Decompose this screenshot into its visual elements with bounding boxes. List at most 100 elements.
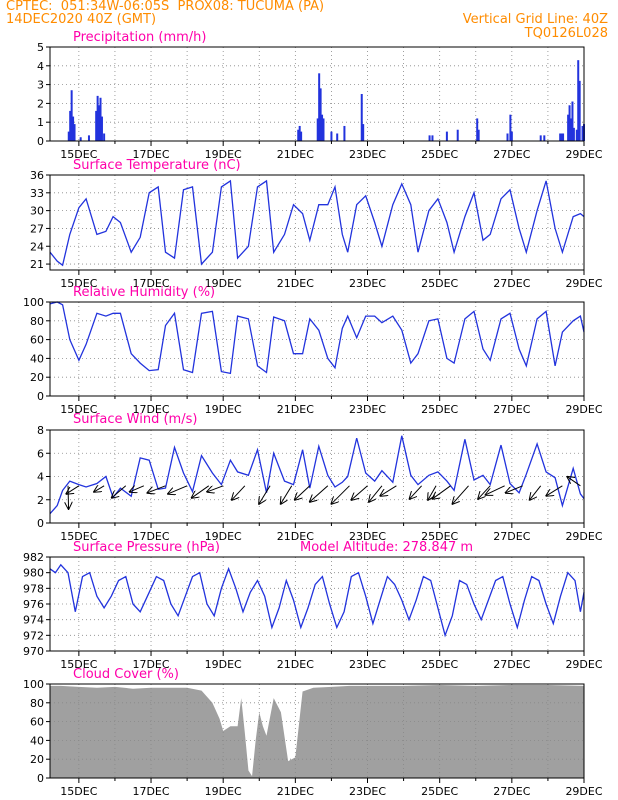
header-date: 14DEC2020 40Z (GMT): [6, 12, 157, 27]
x-tick-label: 27DEC: [493, 658, 530, 671]
y-tick-label: 2: [37, 97, 44, 110]
wind-vector-arrow: [295, 485, 311, 500]
y-tick-label: 982: [23, 551, 44, 564]
y-tick-label: 2: [37, 494, 44, 507]
panel-title: Precipitation (mm/h): [73, 30, 206, 45]
precip-bar: [98, 105, 101, 141]
x-tick-label: 25DEC: [421, 658, 458, 671]
y-tick-label: 80: [30, 315, 44, 328]
precip-bar: [96, 95, 99, 141]
precip-bar: [510, 131, 513, 141]
y-tick-label: 30: [30, 205, 44, 218]
panel-frame: [49, 556, 585, 652]
y-tick-label: 978: [23, 582, 44, 595]
wind-vector-arrow: [66, 485, 80, 494]
wind-vector-arrow: [207, 485, 224, 492]
wind-vector-arrow: [352, 485, 368, 500]
precip-bar: [509, 114, 512, 141]
panel-frame: [49, 683, 585, 779]
precip-bar: [95, 110, 98, 141]
precip-bar: [297, 129, 300, 141]
precip-bar: [560, 133, 563, 141]
precip-bar: [330, 131, 333, 141]
precip-bar: [559, 133, 562, 141]
x-tick-label: 27DEC: [493, 785, 530, 798]
x-tick-label: 17DEC: [132, 658, 169, 671]
panel-frame: [49, 429, 585, 524]
panel-title: Relative Humidity (%): [73, 285, 215, 300]
x-tick-label: 19DEC: [205, 785, 242, 798]
wind-vector-arrow: [486, 485, 505, 495]
x-tick-label: 21DEC: [277, 530, 314, 543]
wind-vector-arrow: [506, 485, 523, 493]
wind-vector-arrow: [68, 485, 69, 509]
y-tick-label: 972: [23, 629, 44, 642]
x-tick-label: 17DEC: [132, 403, 169, 416]
wind-vector-arrow: [281, 485, 293, 504]
precip-bar: [300, 131, 303, 141]
wind-vector-arrow: [380, 485, 397, 496]
precip-bar: [360, 94, 363, 141]
y-tick-label: 5: [37, 41, 44, 54]
x-tick-label: 19DEC: [205, 403, 242, 416]
precip-bar: [318, 73, 321, 141]
y-tick-label: 24: [30, 240, 44, 253]
precip-bar: [322, 118, 325, 141]
y-tick-label: 21: [30, 258, 44, 271]
x-tick-label: 23DEC: [349, 658, 386, 671]
wind-vector-arrow: [112, 485, 127, 498]
precip-bar: [570, 118, 573, 141]
y-tick-label: 0: [37, 772, 44, 785]
precip-bar: [319, 88, 322, 141]
x-tick-label: 23DEC: [349, 530, 386, 543]
y-tick-label: 980: [23, 567, 44, 580]
x-tick-label: 21DEC: [277, 403, 314, 416]
y-tick-label: 3: [37, 79, 44, 92]
x-tick-label: 17DEC: [132, 530, 169, 543]
wind-vector-arrow: [331, 485, 350, 504]
precip-bar: [87, 135, 90, 141]
x-tick-label: 29DEC: [565, 277, 602, 290]
wind-vector-arrow: [94, 486, 105, 492]
y-tick-label: 976: [23, 598, 44, 611]
precip-bar: [362, 124, 365, 141]
x-tick-label: 23DEC: [349, 148, 386, 161]
precip-bar: [445, 131, 448, 141]
header-line-1: CPTEC: 051:34W-06:05S PROX08: TUCUMA (PA…: [6, 0, 325, 14]
precip-bar: [571, 101, 574, 141]
x-tick-label: 25DEC: [421, 530, 458, 543]
x-tick-label: 19DEC: [205, 148, 242, 161]
series-line: [49, 301, 585, 375]
x-tick-label: 17DEC: [132, 148, 169, 161]
wind-vector-arrow: [410, 485, 423, 499]
y-tick-label: 33: [30, 187, 44, 200]
precip-bar: [316, 118, 319, 141]
precip-bar: [79, 137, 82, 141]
y-tick-label: 100: [23, 296, 44, 309]
precip-bar: [336, 133, 339, 141]
x-tick-label: 27DEC: [493, 403, 530, 416]
wind-vector-arrow: [168, 485, 188, 494]
precip-bar: [477, 129, 480, 141]
panel-title: Surface Temperature (nC): [73, 158, 241, 173]
x-tick-label: 15DEC: [60, 403, 97, 416]
y-tick-label: 1: [37, 116, 44, 129]
precip-bar: [73, 124, 76, 141]
y-tick-label: 27: [30, 222, 44, 235]
panel-6: 0 20 40 60 80 100 15DEC 17DEC 19DEC 21DEC 23DEC 25D…: [23, 667, 603, 798]
wind-vector-arrow: [567, 477, 581, 487]
precip-bar: [321, 114, 324, 141]
x-tick-label: 15DEC: [60, 785, 97, 798]
x-tick-label: 19DEC: [205, 277, 242, 290]
y-tick-label: 6: [37, 447, 44, 460]
precip-bar: [578, 80, 581, 141]
series-line: [49, 563, 585, 638]
x-tick-label: 17DEC: [132, 277, 169, 290]
y-tick-label: 8: [37, 424, 44, 437]
x-tick-label: 27DEC: [493, 277, 530, 290]
precip-bar: [567, 114, 570, 141]
panel-1: 0 1 2 3 4 5 15DEC 17DEC 19DEC 21DEC 23DEC 25DEC 27DE…: [37, 30, 603, 161]
panel-title: Surface Pressure (hPa): [73, 540, 220, 555]
x-tick-label: 25DEC: [421, 277, 458, 290]
precip-bar: [506, 133, 509, 141]
